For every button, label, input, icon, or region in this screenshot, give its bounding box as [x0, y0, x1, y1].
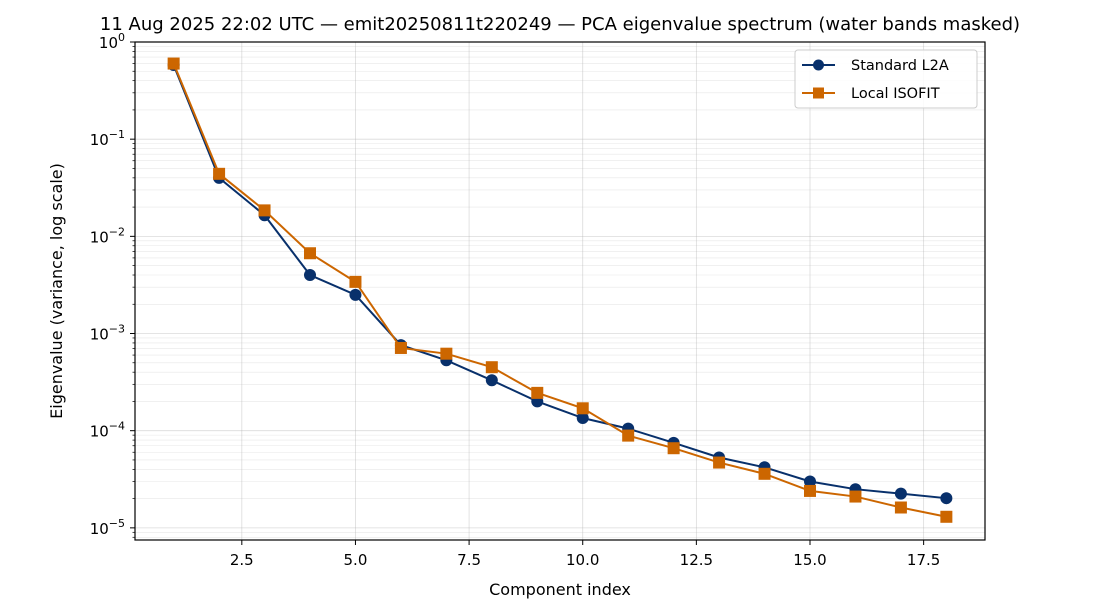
- x-tick-label: 7.5: [457, 551, 481, 569]
- y-axis-label: Eigenvalue (variance, log scale): [47, 163, 66, 419]
- y-tick-label: 10−5: [90, 517, 125, 538]
- data-point: [758, 467, 771, 480]
- x-tick-label: 5.0: [344, 551, 368, 569]
- data-point: [940, 492, 953, 505]
- data-point: [849, 490, 862, 503]
- x-axis-label: Component index: [489, 580, 631, 599]
- y-tick-label: 10−1: [90, 128, 125, 149]
- data-point: [394, 341, 407, 354]
- x-tick-label: 10.0: [566, 551, 599, 569]
- legend-marker: [813, 59, 824, 71]
- data-point: [349, 288, 362, 301]
- data-point: [667, 442, 680, 455]
- legend: Standard L2A Local ISOFIT: [794, 49, 978, 109]
- data-point: [804, 484, 816, 497]
- x-tick-label: 15.0: [793, 551, 826, 569]
- y-tick-label: 10−4: [90, 420, 125, 441]
- legend-item: Standard L2A: [802, 58, 949, 74]
- legend-marker: [813, 87, 824, 99]
- data-point: [894, 487, 907, 500]
- tick-layer: 2.5 5.0 7.5 10.0 12.5 15.0 17.5 100 10−1 10−2 10−3…: [90, 31, 941, 569]
- data-point: [940, 510, 953, 523]
- legend-box: [794, 49, 978, 109]
- data-point: [894, 501, 907, 514]
- y-tick-label: 10−3: [90, 323, 125, 344]
- grid-layer: [135, 41, 985, 540]
- series-line: [172, 63, 947, 518]
- legend-label: Local ISOFIT: [851, 86, 940, 102]
- data-point: [258, 204, 271, 217]
- data-point: [304, 247, 316, 260]
- data-point: [713, 456, 726, 469]
- x-tick-label: 12.5: [680, 551, 713, 569]
- data-point: [304, 269, 316, 282]
- data-point: [440, 347, 453, 360]
- series-line: [172, 64, 947, 500]
- series-local-isofit: [167, 57, 953, 523]
- y-tick-label: 10−2: [90, 225, 125, 246]
- plot-frame: [134, 41, 986, 541]
- x-tick-label: 2.5: [230, 551, 254, 569]
- data-point: [485, 374, 498, 387]
- chart-title: 11 Aug 2025 22:02 UTC — emit20250811t220…: [100, 14, 1020, 35]
- series-layer: [167, 57, 953, 523]
- x-tick-label: 17.5: [907, 551, 940, 569]
- y-tick-label: 100: [99, 31, 125, 52]
- data-point: [213, 167, 226, 180]
- data-point: [349, 275, 362, 288]
- legend-item: Local ISOFIT: [802, 86, 940, 102]
- data-point: [576, 402, 589, 415]
- data-point: [167, 57, 180, 70]
- data-point: [485, 361, 498, 374]
- data-point: [622, 429, 635, 442]
- data-point: [531, 386, 544, 399]
- data-point: [576, 412, 589, 425]
- legend-label: Standard L2A: [851, 58, 949, 74]
- data-point: [804, 475, 816, 488]
